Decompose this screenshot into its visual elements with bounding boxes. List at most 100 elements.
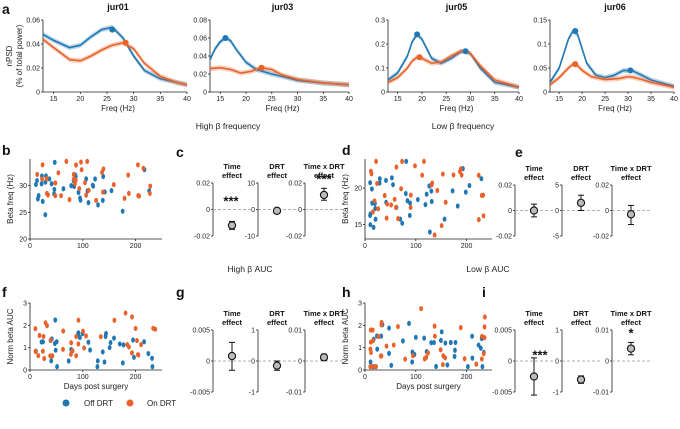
ci-band-off bbox=[210, 35, 349, 88]
data-point-on bbox=[79, 167, 84, 173]
data-point-on bbox=[374, 158, 378, 164]
data-point-off bbox=[387, 325, 391, 331]
panel-label-g: g bbox=[176, 284, 185, 300]
data-point-off bbox=[109, 188, 114, 194]
y-tick-label: 0.04 bbox=[26, 42, 40, 49]
data-point-off bbox=[467, 182, 472, 189]
x-tick-label: 35 bbox=[319, 96, 327, 103]
series-line-on bbox=[42, 38, 188, 86]
x-tick-label: 0 bbox=[363, 243, 367, 250]
data-point-off bbox=[404, 158, 409, 164]
data-point-on bbox=[49, 337, 53, 343]
data-point-on bbox=[70, 347, 75, 354]
y-tick-label: -0.02 bbox=[496, 234, 512, 241]
effect-title-line2: effect bbox=[621, 173, 642, 182]
peak-marker bbox=[258, 64, 265, 71]
effect-title-line1: Time bbox=[525, 309, 542, 318]
data-point-off bbox=[405, 198, 410, 204]
data-point-on bbox=[40, 348, 45, 354]
data-point-on bbox=[369, 171, 374, 177]
data-point-off bbox=[452, 353, 457, 360]
data-point-on bbox=[44, 176, 49, 182]
data-point-on bbox=[73, 181, 77, 187]
y-tick-label: 0.02 bbox=[196, 181, 210, 188]
data-point-on bbox=[370, 364, 375, 370]
data-point-off bbox=[52, 340, 57, 347]
data-point-on bbox=[411, 353, 415, 359]
y-tick-label: -0.01 bbox=[593, 390, 609, 397]
data-point-off bbox=[120, 208, 125, 214]
data-point-on bbox=[479, 356, 484, 362]
data-point-on bbox=[33, 348, 38, 354]
y-tick-label: 0.005 bbox=[192, 328, 210, 335]
panel-label-c: c bbox=[176, 144, 184, 160]
peak-marker bbox=[109, 26, 116, 33]
data-point-on bbox=[56, 170, 61, 176]
psd-chart-a2: 15 20 25 30 35 40 0 0.02 0.04 0.06 0.08 jur03 Freq (… bbox=[193, 2, 353, 113]
data-point-off bbox=[443, 340, 448, 346]
panel-label-d: d bbox=[342, 142, 351, 158]
data-point-on bbox=[459, 172, 464, 178]
peak-marker bbox=[414, 31, 421, 38]
y-axis-label: Norm beta AUC bbox=[341, 308, 350, 364]
x-axis-label: Freq (Hz) bbox=[101, 104, 135, 113]
data-point-on bbox=[139, 341, 143, 348]
x-tick-label: 200 bbox=[461, 243, 473, 250]
estimate-marker bbox=[626, 210, 636, 219]
data-point-on bbox=[400, 158, 404, 164]
estimate-marker bbox=[576, 375, 586, 384]
data-point-on bbox=[482, 335, 487, 341]
x-tick-label: 20 bbox=[242, 96, 250, 103]
y-tick-label: 0 bbox=[251, 359, 255, 366]
series-line-on bbox=[549, 63, 675, 88]
data-point-on bbox=[40, 176, 44, 182]
x-tick-label: 20 bbox=[578, 96, 586, 103]
data-point-on bbox=[396, 323, 400, 330]
data-point-on bbox=[85, 158, 90, 164]
y-tick-label: 1 bbox=[23, 345, 27, 352]
data-point-on bbox=[419, 305, 424, 312]
y-axis-label-line2: (% of total power) bbox=[15, 24, 24, 87]
data-point-on bbox=[420, 172, 425, 178]
y-tick-label: 10 bbox=[247, 181, 255, 188]
data-point-off bbox=[66, 358, 71, 364]
data-point-on bbox=[33, 326, 38, 332]
x-tick-label: 35 bbox=[491, 96, 499, 103]
data-point-off bbox=[470, 355, 475, 361]
data-point-on bbox=[413, 163, 417, 169]
panel-label-i: i bbox=[482, 284, 486, 300]
data-point-on bbox=[376, 206, 381, 212]
y-tick-label: 0.1 bbox=[537, 42, 547, 49]
data-point-off bbox=[93, 176, 97, 182]
y-tick-label: 0.1 bbox=[375, 66, 385, 73]
y-tick-label: 0 bbox=[251, 207, 255, 214]
y-tick-label: 0 bbox=[508, 208, 512, 215]
x-tick-label: 40 bbox=[515, 96, 523, 103]
data-point-on bbox=[443, 199, 448, 205]
data-point-on bbox=[440, 361, 445, 368]
data-point-on bbox=[372, 198, 377, 204]
data-point-on bbox=[147, 190, 152, 196]
data-point-on bbox=[43, 320, 48, 326]
y-tick-label: 2 bbox=[358, 323, 362, 330]
data-point-on bbox=[69, 340, 74, 346]
data-point-off bbox=[415, 196, 420, 203]
data-point-off bbox=[131, 337, 135, 343]
data-point-on bbox=[136, 192, 141, 199]
data-point-on bbox=[384, 343, 389, 349]
data-point-off bbox=[384, 177, 388, 184]
data-point-on bbox=[481, 213, 486, 219]
y-tick-label: 30 bbox=[19, 183, 27, 190]
y-tick-label: 0.005 bbox=[494, 328, 512, 335]
data-point-off bbox=[480, 364, 485, 370]
section-title-high-auc: High β AUC bbox=[227, 264, 272, 274]
x-tick-label: 15 bbox=[555, 96, 563, 103]
y-tick-label: 20 bbox=[19, 237, 27, 244]
data-point-off bbox=[117, 341, 122, 347]
x-tick-label: 0 bbox=[363, 374, 367, 381]
effect-title-line1: DRT bbox=[269, 162, 285, 171]
data-point-on bbox=[101, 189, 105, 195]
